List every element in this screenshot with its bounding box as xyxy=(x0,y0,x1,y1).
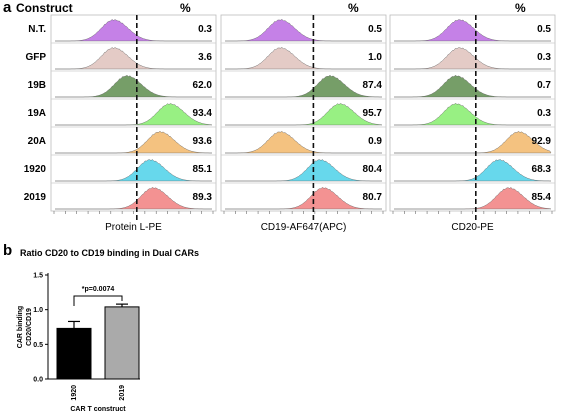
histogram-2019 xyxy=(394,187,552,210)
y-tick-label: 1.0 xyxy=(33,307,43,314)
percent-value: 85.4 xyxy=(532,192,552,203)
percent-value: 0.3 xyxy=(198,24,212,35)
histogram-x-axis-label: CD20-PE xyxy=(451,222,494,233)
percent-value: 87.4 xyxy=(363,80,383,91)
panel-b-letter: b xyxy=(3,242,12,259)
bar-2019 xyxy=(104,306,140,380)
panel-frame xyxy=(220,14,387,212)
histogram-x-axis-label: CD19-AF647(APC) xyxy=(261,222,347,233)
histogram-gfp xyxy=(55,47,212,70)
histogram-19b xyxy=(55,75,212,98)
histogram-19a xyxy=(55,103,213,126)
histogram-gfp xyxy=(225,47,382,70)
row-label-2019: 2019 xyxy=(24,192,47,203)
histogram-1920 xyxy=(55,159,212,182)
percent-value: 0.3 xyxy=(537,52,551,63)
row-label-19a: 19A xyxy=(28,108,46,119)
panel-a-letter: a xyxy=(3,0,12,16)
histogram-gfp xyxy=(394,47,551,70)
bar-x-axis-label: CAR T construct xyxy=(70,406,126,413)
percent-header-2: % xyxy=(348,1,359,15)
percent-value: 80.4 xyxy=(363,164,383,175)
significance-bracket xyxy=(73,295,123,306)
percent-value: 92.9 xyxy=(532,136,552,147)
y-tick-label: 1.5 xyxy=(33,273,43,280)
histogram-19b xyxy=(225,74,382,98)
percent-value: 93.4 xyxy=(193,108,213,119)
histogram-panel-3: 0.5 0.3 0.7 0.3 92.9 68.3 85.4 CD20-PE xyxy=(389,14,556,233)
bar-chart: 0.0 0.5 1.0 1.5 CAR binding CD20/CD19 1920 2019… xyxy=(17,273,140,413)
percent-value: 89.3 xyxy=(193,192,213,203)
histogram-nt xyxy=(394,19,551,42)
bar-chart-title: Ratio CD20 to CD19 binding in Dual CARs xyxy=(20,248,199,258)
row-label-1920: 1920 xyxy=(24,164,47,175)
histogram-19b xyxy=(394,74,551,98)
row-label-nt: N.T. xyxy=(28,24,46,35)
percent-header-1: % xyxy=(180,1,191,15)
panel-frame xyxy=(50,14,217,212)
histogram-19a xyxy=(394,102,551,126)
bar-1920 xyxy=(56,327,92,380)
histogram-1920 xyxy=(394,159,551,182)
percent-value: 95.7 xyxy=(363,108,383,119)
histogram-20a xyxy=(225,131,382,154)
y-axis-label-line1: CAR binding xyxy=(17,306,24,348)
row-label-19b: 19B xyxy=(28,80,46,91)
percent-value: 85.1 xyxy=(193,164,213,175)
histogram-nt xyxy=(225,19,382,42)
percent-header-3: % xyxy=(515,1,526,15)
histogram-grid: N.T. GFP 19B 19A 20A 1920 2019 0.3 3.6 62.0 93.4 93… xyxy=(24,14,556,233)
percent-value: 3.6 xyxy=(198,52,212,63)
percent-value: 0.5 xyxy=(537,24,551,35)
percent-value: 0.3 xyxy=(537,108,551,119)
construct-header: Construct xyxy=(16,1,73,15)
percent-value: 80.7 xyxy=(363,192,383,203)
histogram-20a xyxy=(55,130,212,154)
significance-annotation: *p=0.0074 xyxy=(82,286,115,293)
category-label-2019: 2019 xyxy=(119,385,126,401)
histogram-nt xyxy=(55,19,212,42)
y-tick-label: 0.5 xyxy=(33,342,43,349)
percent-value: 68.3 xyxy=(532,164,552,175)
panel-frame xyxy=(389,14,556,212)
y-tick-label: 0.0 xyxy=(33,377,43,384)
row-label-gfp: GFP xyxy=(25,52,46,63)
percent-value: 0.5 xyxy=(368,24,382,35)
category-label-1920: 1920 xyxy=(71,385,78,401)
percent-value: 0.7 xyxy=(537,80,551,91)
histogram-2019 xyxy=(225,186,382,210)
percent-value: 62.0 xyxy=(193,80,213,91)
histogram-1920 xyxy=(225,159,382,182)
histogram-20a xyxy=(394,130,552,154)
percent-value: 93.6 xyxy=(193,136,213,147)
histogram-19a xyxy=(225,103,383,126)
histogram-panel-1: 0.3 3.6 62.0 93.4 93.6 85.1 89.3 Protein L-PE xyxy=(50,14,217,233)
row-label-20a: 20A xyxy=(28,136,46,147)
percent-value: 0.9 xyxy=(368,136,382,147)
histogram-panel-2: 0.5 1.0 87.4 95.7 0.9 80.4 80.7 CD19-AF647(APC) xyxy=(220,14,387,233)
y-axis-label-line2: CD20/CD19 xyxy=(26,308,33,346)
histogram-2019 xyxy=(55,186,212,210)
percent-value: 1.0 xyxy=(368,52,382,63)
histogram-x-axis-label: Protein L-PE xyxy=(105,222,162,233)
